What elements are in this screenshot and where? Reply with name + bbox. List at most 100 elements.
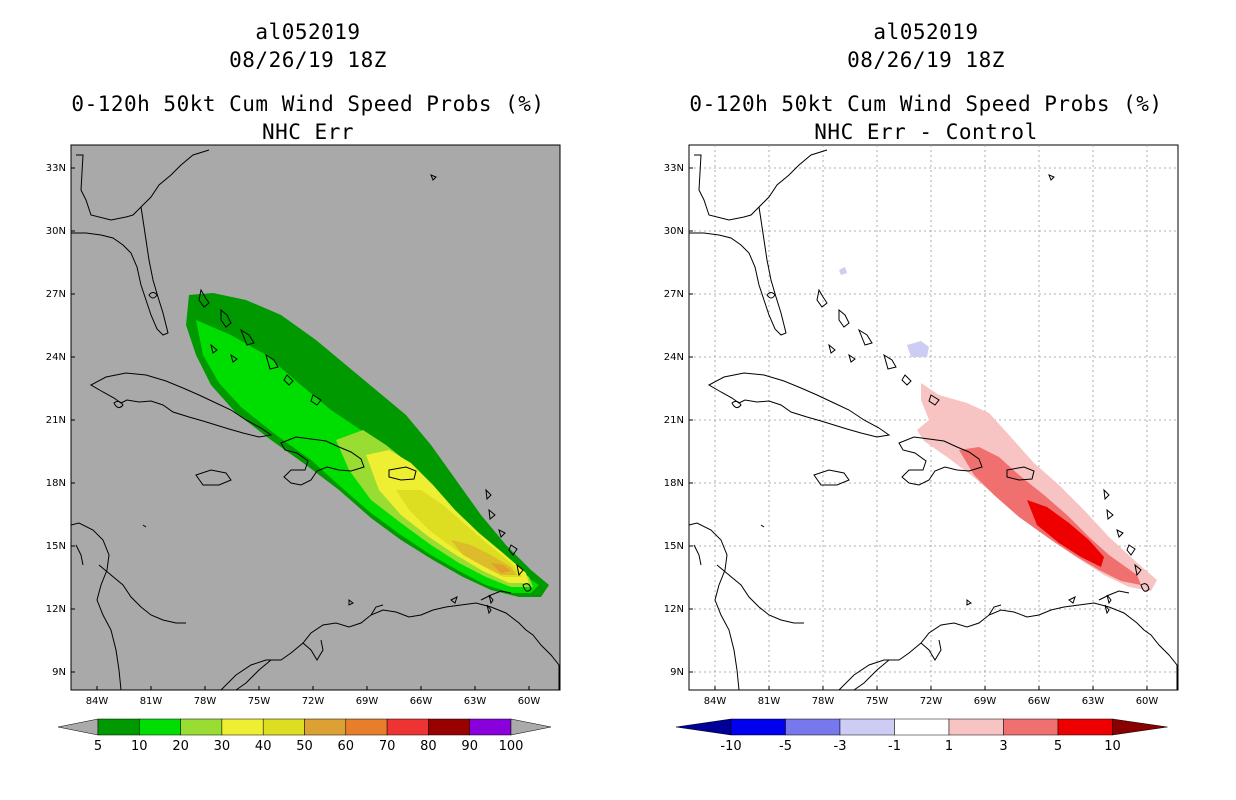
right-axis: 33N 30N 27N 24N 21N 18N 15N 12N 9N 84W 81W 78W 75W 7… — [664, 163, 1159, 707]
left-lon-label: 60W — [518, 696, 541, 707]
diff-positive-5 — [1027, 500, 1104, 567]
left-lat-label: 18N — [46, 478, 66, 489]
left-lon-label: 81W — [140, 696, 163, 707]
left-colorbar-high-arrow — [510, 718, 552, 736]
right-lat-labels: 33N 30N 27N 24N 21N 18N 15N 12N 9N — [664, 163, 693, 678]
left-colorbar-label: 30 — [214, 739, 231, 754]
left-lat-labels: 33N 30N 27N 24N 21N 18N 15N 12N 9N — [46, 163, 75, 678]
left-lon-label: 69W — [356, 696, 379, 707]
right-lat-label: 33N — [664, 163, 684, 174]
left-colorbar-box — [386, 718, 429, 736]
left-lon-label: 72W — [302, 696, 325, 707]
right-colorbar-label: 10 — [1104, 739, 1121, 754]
right-lon-label: 84W — [704, 696, 727, 707]
left-map — [70, 144, 561, 691]
left-colorbar-label: 40 — [255, 739, 272, 754]
right-map — [688, 144, 1179, 691]
left-colorbar: 5 10 20 30 40 50 60 70 80 90 100 — [57, 718, 552, 754]
right-colorbar-box — [1057, 718, 1113, 736]
left-lat-label: 15N — [46, 541, 66, 552]
left-colorbar-box — [97, 718, 140, 736]
right-colorbar-box — [785, 718, 841, 736]
left-title-datetime: 08/26/19 18Z — [229, 48, 387, 72]
right-colorbar-high-arrow — [1112, 718, 1168, 736]
diff-negative-area-small — [839, 267, 847, 275]
right-lat-label: 18N — [664, 478, 684, 489]
right-lon-label: 69W — [974, 696, 997, 707]
left-lat-label: 27N — [46, 289, 66, 300]
right-colorbar: -10 -5 -3 -1 1 3 5 10 — [675, 718, 1168, 754]
left-colorbar-box — [428, 718, 470, 736]
right-lat-label: 12N — [664, 604, 684, 615]
right-lon-label: 66W — [1028, 696, 1051, 707]
right-lat-label: 21N — [664, 415, 684, 426]
left-colorbar-box — [304, 718, 347, 736]
left-lon-label: 63W — [464, 696, 487, 707]
prob-swath-60 — [491, 563, 511, 573]
left-lat-label: 33N — [46, 163, 66, 174]
right-colorbar-box — [894, 718, 950, 736]
right-colorbar-label: -10 — [720, 739, 741, 754]
right-lon-label: 78W — [812, 696, 835, 707]
right-colorbar-label: 3 — [999, 739, 1007, 754]
left-colorbar-label: 60 — [338, 739, 355, 754]
left-colorbar-label: 100 — [499, 739, 524, 754]
left-colorbar-label: 5 — [94, 739, 102, 754]
left-colorbar-box — [180, 718, 223, 736]
left-colorbar-box — [221, 718, 264, 736]
left-colorbar-box — [262, 718, 305, 736]
left-lon-label: 78W — [194, 696, 217, 707]
diff-positive-1 — [917, 383, 1157, 591]
left-lat-label: 12N — [46, 604, 66, 615]
left-colorbar-label: 90 — [461, 739, 478, 754]
left-colorbar-box — [345, 718, 388, 736]
left-lat-label: 24N — [46, 352, 66, 363]
left-colorbar-box — [469, 718, 512, 736]
right-lon-label: 75W — [866, 696, 889, 707]
left-lat-label: 21N — [46, 415, 66, 426]
right-colorbar-box — [1003, 718, 1059, 736]
right-lon-labels: 84W 81W 78W 75W 72W 69W 66W 63W 60W — [704, 686, 1159, 707]
right-title-storm-id: al052019 — [873, 20, 979, 44]
right-lon-label: 63W — [1082, 696, 1105, 707]
right-lat-label: 9N — [670, 667, 684, 678]
right-lon-label: 81W — [758, 696, 781, 707]
right-map-gridlines — [689, 145, 1178, 690]
right-title-subtitle: NHC Err - Control — [814, 120, 1038, 144]
left-lon-label: 66W — [410, 696, 433, 707]
left-title-product: 0-120h 50kt Cum Wind Speed Probs (%) — [71, 92, 545, 116]
right-lat-label: 24N — [664, 352, 684, 363]
right-title-datetime: 08/26/19 18Z — [847, 48, 1005, 72]
left-lat-label: 9N — [52, 667, 66, 678]
left-colorbar-label: 80 — [420, 739, 437, 754]
left-title-storm-id: al052019 — [255, 20, 361, 44]
left-lon-labels: 84W 81W 78W 75W 72W 69W 66W 63W 60W — [86, 686, 541, 707]
right-colorbar-low-arrow — [675, 718, 732, 736]
left-axis: 33N 30N 27N 24N 21N 18N 15N 12N 9N 84W 81W 78W 75W 7… — [46, 163, 541, 707]
right-colorbar-label: 5 — [1054, 739, 1062, 754]
right-lat-label: 30N — [664, 226, 684, 237]
left-colorbar-box — [139, 718, 181, 736]
right-lat-label: 27N — [664, 289, 684, 300]
right-colorbar-label: -5 — [779, 739, 792, 754]
right-colorbar-box — [948, 718, 1004, 736]
right-colorbar-label: 1 — [945, 739, 953, 754]
right-colorbar-label: -1 — [888, 739, 901, 754]
right-lon-label: 72W — [920, 696, 943, 707]
right-lat-label: 15N — [664, 541, 684, 552]
diff-negative-area — [907, 341, 929, 357]
right-colorbar-box — [730, 718, 786, 736]
left-colorbar-label: 70 — [379, 739, 396, 754]
left-title-subtitle: NHC Err — [261, 120, 354, 144]
left-colorbar-low-arrow — [57, 718, 99, 736]
right-lon-label: 60W — [1136, 696, 1159, 707]
left-colorbar-label: 10 — [131, 739, 148, 754]
left-lon-label: 84W — [86, 696, 109, 707]
right-colorbar-box — [839, 718, 895, 736]
left-colorbar-label: 50 — [296, 739, 313, 754]
left-lat-label: 30N — [46, 226, 66, 237]
left-colorbar-label: 20 — [172, 739, 189, 754]
right-colorbar-label: -3 — [834, 739, 847, 754]
right-title-product: 0-120h 50kt Cum Wind Speed Probs (%) — [689, 92, 1163, 116]
